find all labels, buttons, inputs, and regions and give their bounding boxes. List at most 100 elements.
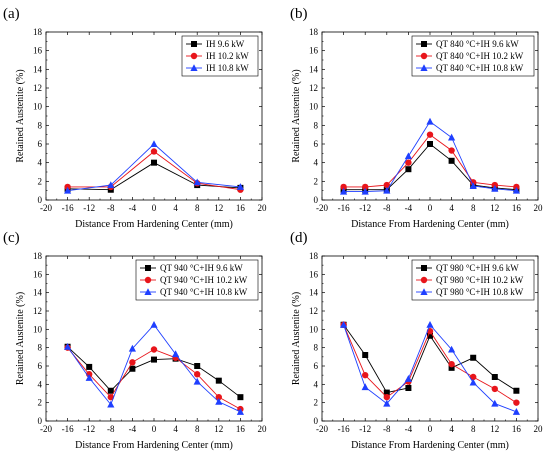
panel-label: (d) xyxy=(290,230,308,246)
legend-marker xyxy=(190,52,198,60)
series-triangle xyxy=(340,320,520,415)
data-point xyxy=(236,408,244,415)
y-tick-label: 8 xyxy=(314,343,319,353)
x-tick-label: -16 xyxy=(338,203,350,213)
data-point xyxy=(129,359,136,366)
data-point xyxy=(513,387,520,394)
data-point xyxy=(383,399,391,407)
x-tick-label: 8 xyxy=(195,203,200,213)
data-point xyxy=(512,186,520,194)
data-point xyxy=(383,186,391,194)
data-point xyxy=(362,352,369,358)
legend-entry: QT 840 °C+IH 10.2 kW xyxy=(436,51,524,61)
series-circle xyxy=(64,148,244,193)
y-tick-label: 2 xyxy=(38,176,43,186)
data-point xyxy=(237,394,244,401)
y-tick-label: 10 xyxy=(33,324,43,334)
legend-marker xyxy=(420,52,428,60)
x-tick-label: 4 xyxy=(173,424,178,434)
data-point xyxy=(469,182,477,189)
legend-marker xyxy=(144,288,152,295)
data-point xyxy=(215,393,222,401)
data-point xyxy=(129,365,136,372)
x-tick-label: -8 xyxy=(383,203,391,213)
x-tick-label: 20 xyxy=(258,203,268,213)
x-tick-label: 20 xyxy=(534,424,544,434)
x-tick-label: 0 xyxy=(428,424,433,434)
data-point xyxy=(85,374,93,381)
data-point xyxy=(469,378,477,386)
data-point xyxy=(150,148,158,155)
data-point xyxy=(427,332,433,339)
legend-marker xyxy=(420,276,428,284)
legend-box xyxy=(411,35,535,77)
y-tick-label: 2 xyxy=(314,398,319,408)
x-axis-title: Distance From Hardening Center (mm) xyxy=(75,219,233,230)
data-point xyxy=(405,159,412,166)
data-point xyxy=(151,159,157,166)
y-tick-label: 6 xyxy=(38,361,43,371)
data-point xyxy=(513,399,520,406)
y-tick-label: 12 xyxy=(309,306,318,316)
y-tick-label: 12 xyxy=(33,306,42,316)
data-point xyxy=(340,187,348,195)
data-point xyxy=(512,408,520,415)
data-point xyxy=(107,400,115,408)
x-tick-label: 8 xyxy=(471,424,476,434)
data-point xyxy=(448,133,456,141)
data-point xyxy=(383,393,390,401)
x-tick-label: -4 xyxy=(129,203,137,213)
data-point xyxy=(383,181,390,189)
data-point xyxy=(361,383,369,391)
panel-label: (c) xyxy=(3,230,20,246)
x-tick-label: 0 xyxy=(428,203,433,213)
series-line xyxy=(67,324,241,413)
data-point xyxy=(448,345,456,353)
data-point xyxy=(404,375,412,382)
data-point xyxy=(404,152,412,160)
legend: QT 840 °C+IH 9.6 kW QT 840 °C+IH 10.2 kW Q… xyxy=(411,35,535,77)
data-point xyxy=(426,320,434,328)
data-point xyxy=(426,117,434,125)
y-tick-label: 0 xyxy=(38,416,43,426)
x-axis-title: Distance From Hardening Center (mm) xyxy=(75,440,233,451)
data-point xyxy=(86,363,93,370)
x-tick-label: -4 xyxy=(129,424,137,434)
y-tick-label: 6 xyxy=(314,139,319,149)
x-tick-label: 16 xyxy=(236,203,246,213)
legend-box xyxy=(135,259,259,301)
y-tick-label: 0 xyxy=(314,195,319,205)
x-tick-label: 16 xyxy=(512,424,522,434)
x-tick-label: -20 xyxy=(316,203,328,213)
y-tick-label: 0 xyxy=(314,416,319,426)
data-point xyxy=(491,374,498,380)
legend-entry: QT 980 °C+IH 9.6 kW xyxy=(436,263,519,273)
x-tick-label: -8 xyxy=(107,424,115,434)
legend-entry: QT 840 °C+IH 9.6 kW xyxy=(436,39,519,49)
y-tick-label: 10 xyxy=(33,102,43,112)
data-point xyxy=(236,183,244,190)
x-tick-label: 4 xyxy=(449,203,454,213)
data-point xyxy=(361,187,369,195)
legend-entry: IH 10.2 kW xyxy=(206,51,249,61)
legend: QT 940 °C+IH 9.6 kW QT 940 °C+IH 10.2 kW Q… xyxy=(135,259,259,301)
data-point xyxy=(150,140,158,147)
data-point xyxy=(470,354,477,361)
data-point xyxy=(405,385,412,391)
chart-panel-c: (c) -20 -16 -12 -8 -4 0 4 8 12 16 20 0 2 4 6 8 10 12 14 16 18… xyxy=(3,230,267,451)
y-tick-label: 18 xyxy=(309,251,319,261)
y-tick-label: 14 xyxy=(309,64,319,74)
series-triangle xyxy=(340,117,520,195)
x-tick-label: 8 xyxy=(471,203,476,213)
legend-entry: QT 940 °C+IH 10.8 kW xyxy=(160,287,248,297)
y-tick-label: 2 xyxy=(314,176,319,186)
legend-box xyxy=(411,259,535,301)
y-tick-label: 14 xyxy=(33,64,43,74)
x-tick-label: -20 xyxy=(40,424,52,434)
x-tick-label: 12 xyxy=(214,203,223,213)
data-point xyxy=(64,186,72,194)
x-tick-label: 20 xyxy=(258,424,268,434)
data-point xyxy=(362,371,369,379)
legend-entry: IH 10.8 kW xyxy=(206,63,249,73)
panel-label: (b) xyxy=(290,6,308,22)
